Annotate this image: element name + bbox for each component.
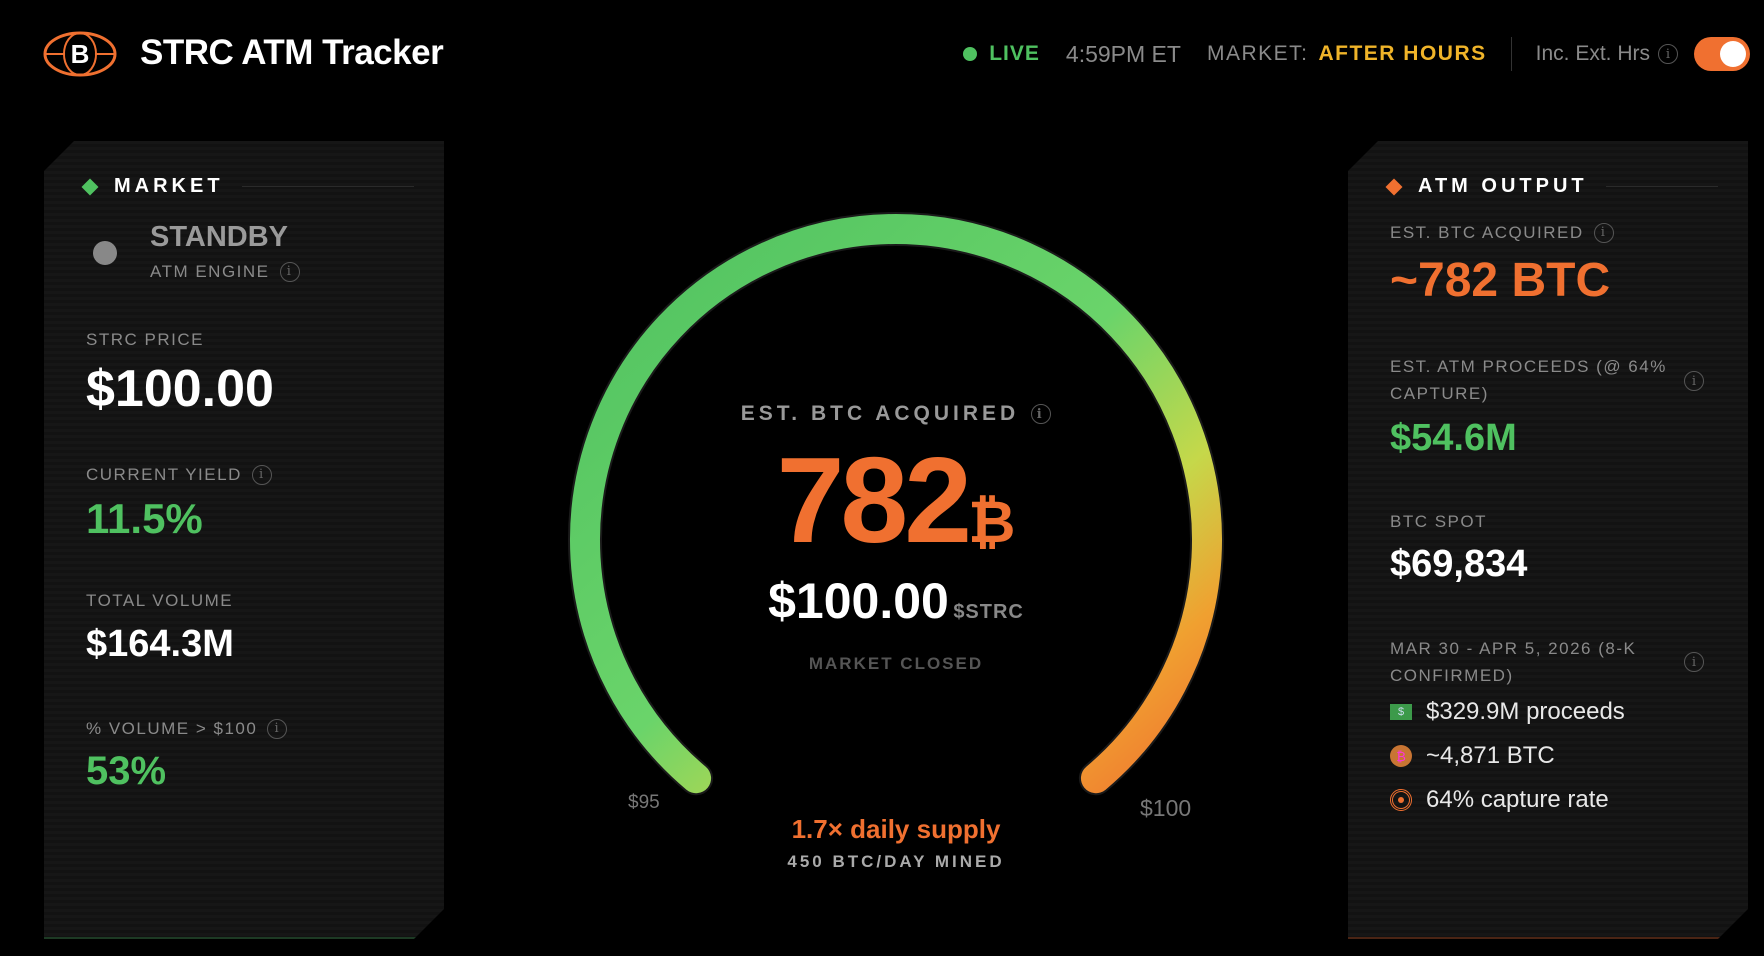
info-icon[interactable]: i <box>1594 223 1614 243</box>
atm-proceeds: $54.6M <box>1390 417 1517 459</box>
divider <box>242 186 414 187</box>
daily-supply: 1.7× daily supply <box>791 814 1001 844</box>
info-icon[interactable]: i <box>267 719 287 739</box>
gauge-fill <box>570 214 1222 794</box>
divider <box>1606 186 1718 187</box>
ext-hours-label: Inc. Ext. Hrs <box>1535 42 1650 65</box>
pct-volume: 53% <box>86 749 167 793</box>
info-icon[interactable]: i <box>280 262 300 282</box>
status-dot-icon <box>93 241 117 265</box>
ticker: $STRC <box>953 601 1024 623</box>
btc-spot-label: BTC SPOT <box>1390 512 1488 531</box>
diamond-icon <box>1386 178 1403 195</box>
info-icon[interactable]: i <box>1684 652 1704 672</box>
bitcoin-globe-logo-icon: B <box>43 31 117 77</box>
price-gauge: $95 $100 <box>568 212 1224 821</box>
period-proceeds: $329.9M proceeds <box>1426 698 1625 725</box>
proceeds-label: EST. ATM PROCEEDS (@ 64% CAPTURE) <box>1390 357 1667 403</box>
pct-volume-label: % VOLUME > $100 <box>86 719 258 738</box>
target-icon <box>1390 789 1412 811</box>
market-closed-status: MARKET CLOSED <box>808 654 984 673</box>
engine-label: ATM ENGINE <box>150 262 270 281</box>
live-indicator: LIVE <box>989 42 1040 65</box>
info-icon[interactable]: i <box>1031 404 1052 424</box>
market-label: MARKET: <box>1206 42 1309 65</box>
ext-hours-toggle[interactable] <box>1694 37 1750 71</box>
gauge-price: $100.00 <box>768 573 949 629</box>
strc-price: $100.00 <box>86 360 274 418</box>
atm-output-panel: ATM OUTPUT EST. BTC ACQUIRED i ~782 BTC E… <box>1348 141 1748 939</box>
clock: 4:59PM ET <box>1065 40 1181 67</box>
btc-spot: $69,834 <box>1390 543 1528 585</box>
info-icon[interactable]: i <box>1684 371 1704 391</box>
info-icon[interactable]: i <box>1658 44 1678 64</box>
section-title: MARKET <box>114 175 224 197</box>
gauge-label: EST. BTC ACQUIRED <box>740 402 1020 425</box>
header: B STRC ATM Tracker LIVE 4:59PM ET MARKET… <box>0 0 1764 110</box>
btc-acquired-label: EST. BTC ACQUIRED <box>1390 223 1584 242</box>
divider <box>1510 37 1512 71</box>
price-label: STRC PRICE <box>86 330 204 349</box>
engine-state: STANDBY <box>150 221 289 253</box>
current-yield: 11.5% <box>86 495 203 542</box>
yield-label: CURRENT YIELD <box>86 465 242 484</box>
bitcoin-coin-icon: ₿ <box>1390 745 1412 767</box>
btc-acquired-value: 782 <box>776 432 973 568</box>
svg-text:B: B <box>71 39 90 69</box>
period-btc: ~4,871 BTC <box>1426 742 1555 769</box>
btc-unit: ₿ <box>968 490 1016 555</box>
live-dot-icon <box>963 47 978 61</box>
volume-label: TOTAL VOLUME <box>86 591 234 610</box>
total-volume: $164.3M <box>86 623 234 665</box>
btc-mined: 450 BTC/DAY MINED <box>787 852 1005 871</box>
gauge-max-label: $100 <box>1140 795 1191 821</box>
market-status: AFTER HOURS <box>1318 42 1487 65</box>
btc-acquired: ~782 BTC <box>1390 254 1611 307</box>
app-title: STRC ATM Tracker <box>140 33 444 72</box>
section-title: ATM OUTPUT <box>1418 175 1588 197</box>
gauge-min-label: $95 <box>628 792 660 813</box>
market-panel: MARKET STANDBY ATM ENGINE i STRC PRICE $1… <box>44 141 444 939</box>
capture-rate: 64% capture rate <box>1426 786 1609 813</box>
period-label: MAR 30 - APR 5, 2026 (8-K CONFIRMED) <box>1390 639 1637 685</box>
money-icon: $ <box>1390 704 1412 720</box>
diamond-icon <box>82 178 99 195</box>
info-icon[interactable]: i <box>252 465 272 485</box>
